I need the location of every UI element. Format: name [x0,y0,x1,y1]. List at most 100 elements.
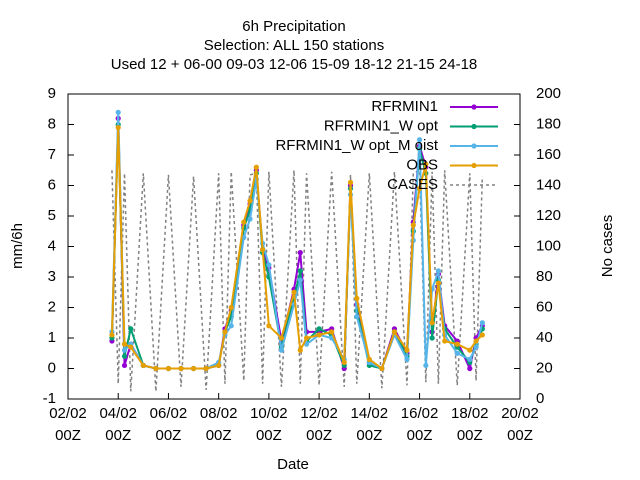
point [278,335,285,341]
legend-label: OBS [406,156,438,173]
point [423,161,429,167]
y2-tick-label: 0 [536,390,544,407]
point [128,326,134,332]
legend-label: RFRMIN1 [371,98,438,115]
point [216,362,222,369]
point [109,332,115,338]
point [121,353,128,359]
point [429,335,435,341]
point [366,356,372,362]
point [423,362,429,369]
point [473,344,479,350]
point [228,304,234,311]
y-tick-label: 7 [48,146,56,163]
point [203,365,209,372]
point [291,289,297,295]
point [241,219,247,225]
x-tick-label: 12/02 00Z [300,405,338,444]
y2-tick-label: 20 [536,359,553,376]
y2-tick-label: 200 [536,85,561,102]
y2-tick-label: 120 [536,207,561,224]
point [354,314,360,320]
point [266,323,272,329]
point [247,216,253,222]
point [479,332,485,338]
y-tick-label: 5 [48,207,56,224]
point [429,320,435,326]
point [297,277,303,283]
y2-axis-label: No cases [599,215,616,278]
point [404,356,410,362]
chart-title: 6h Precipitation [242,18,345,35]
x-tick-label: 04/02 00Z [99,405,137,444]
point [379,365,385,372]
y2-tick-label: 40 [536,329,553,346]
x-tick-label: 08/02 00Z [199,405,238,444]
legend-label: RFRMIN1_W opt [324,117,439,134]
point [303,341,310,347]
point [253,164,259,170]
point [416,185,423,192]
x-tick-label: 16/02 00Z [400,405,439,444]
y2-tick-label: 60 [536,298,553,315]
y2-tick-label: 160 [536,146,561,163]
point [416,137,423,143]
point [128,344,134,350]
point [479,320,485,326]
point [297,268,303,274]
x-tick-label: 02/02 00Z [49,405,87,444]
point [115,109,121,115]
point [404,347,410,353]
point [190,365,197,372]
point [454,350,460,356]
y2-tick-label: 100 [536,237,561,254]
point [303,335,310,341]
y-axis-label: mm/6h [9,223,26,269]
y-tick-label: 9 [48,85,56,102]
y-tick-label: 6 [48,176,56,193]
point [247,198,253,204]
y2-tick-label: 140 [536,176,561,193]
legend-label: CASES [387,176,438,193]
y-tick-label: 4 [48,237,56,254]
point [354,295,360,301]
point [260,246,266,253]
point [442,338,448,344]
point [467,365,473,372]
y-tick-label: 3 [48,268,56,285]
x-tick-label: 10/02 00Z [250,405,288,444]
point [266,262,272,268]
point [178,365,184,372]
point [316,332,322,338]
point [222,329,228,335]
y-tick-label: 1 [48,329,56,346]
point [278,347,285,353]
legend-marker [471,143,477,149]
point [341,359,347,365]
point [435,280,441,286]
point [115,124,121,131]
y-tick-label: 2 [48,298,56,315]
point [467,356,473,362]
point [410,222,416,228]
point [391,329,398,335]
point [121,362,128,369]
point [228,323,234,329]
y2-tick-label: 180 [536,115,561,132]
point [165,365,172,372]
point [297,250,303,256]
point [347,179,354,186]
legend-label: RFRMIN1_W opt_M oist [275,137,438,154]
legend-marker [471,123,477,130]
y2-tick-label: 80 [536,268,553,285]
x-tick-label: 14/02 00Z [350,405,389,444]
point [329,329,335,335]
y-tick-label: 8 [48,115,56,132]
point [467,347,473,353]
y-tick-label: -1 [43,390,56,407]
series-line [111,169,484,392]
legend-marker [471,162,477,169]
point [454,341,460,347]
x-tick-label: 18/02 00Z [450,405,489,444]
